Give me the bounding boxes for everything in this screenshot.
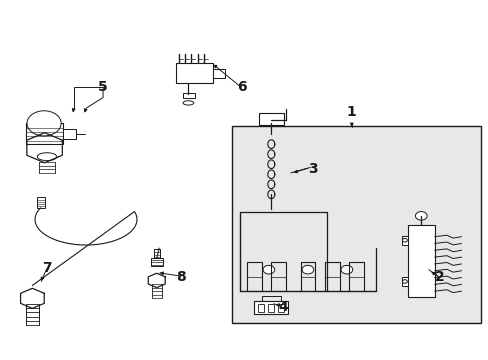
Bar: [254, 301, 288, 315]
Text: 7: 7: [42, 261, 52, 275]
Bar: [401, 277, 407, 286]
Circle shape: [340, 265, 352, 274]
Bar: [154, 249, 160, 258]
Bar: [232, 126, 480, 323]
Bar: [62, 129, 76, 139]
Circle shape: [402, 280, 407, 283]
Text: 4: 4: [278, 300, 288, 314]
Ellipse shape: [183, 101, 193, 105]
Bar: [212, 69, 224, 78]
Bar: [401, 235, 407, 244]
Bar: [277, 304, 283, 312]
Bar: [26, 123, 62, 144]
Bar: [267, 304, 273, 312]
Text: 8: 8: [176, 270, 185, 284]
Bar: [176, 63, 212, 83]
Bar: [407, 225, 434, 297]
Ellipse shape: [37, 153, 57, 161]
Text: 5: 5: [98, 80, 108, 94]
Bar: [258, 304, 264, 312]
Circle shape: [402, 238, 407, 242]
Circle shape: [302, 265, 313, 274]
Bar: [182, 93, 194, 98]
Bar: [37, 197, 44, 208]
Text: 6: 6: [237, 80, 246, 94]
Bar: [151, 258, 162, 266]
Circle shape: [415, 212, 426, 220]
Circle shape: [27, 111, 61, 136]
Text: 2: 2: [434, 270, 444, 284]
Text: 1: 1: [346, 105, 356, 119]
Circle shape: [263, 265, 274, 274]
Bar: [259, 113, 283, 125]
Text: 3: 3: [307, 162, 317, 176]
